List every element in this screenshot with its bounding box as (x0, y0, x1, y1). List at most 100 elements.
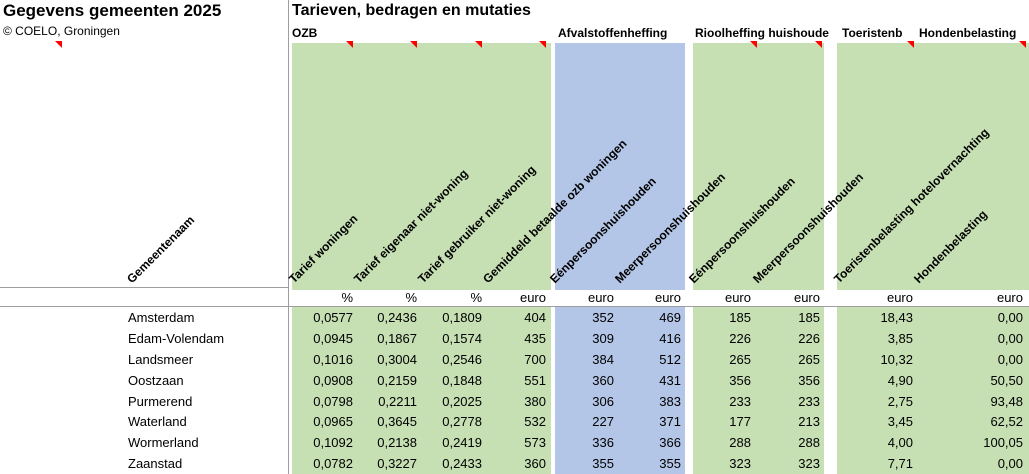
value-cell[interactable]: 177 (729, 414, 751, 430)
value-cell[interactable]: 0,2436 (377, 310, 417, 325)
value-cell[interactable]: 226 (729, 330, 751, 346)
value-cell[interactable]: 50,50 (990, 372, 1023, 388)
value-cell[interactable]: 323 (798, 456, 820, 472)
value-cell[interactable]: 0,2138 (377, 435, 417, 451)
value-cell[interactable]: 185 (729, 310, 751, 325)
value-cell[interactable]: 356 (729, 372, 751, 388)
value-cell[interactable]: 4,00 (887, 435, 913, 451)
value-cell[interactable]: 93,48 (990, 393, 1023, 409)
value-cell[interactable]: 227 (592, 414, 614, 430)
value-cell[interactable]: 0,2211 (378, 393, 417, 409)
value-cell[interactable]: 383 (659, 393, 681, 409)
value-cell[interactable]: 355 (592, 456, 614, 472)
value-cell[interactable]: 265 (729, 351, 751, 367)
value-cell[interactable]: 384 (592, 351, 614, 367)
value-cell[interactable]: 0,0945 (313, 330, 353, 346)
group-label-rioolheffing: Rioolheffing huishoude (695, 26, 829, 40)
value-cell[interactable]: 62,52 (990, 414, 1023, 430)
value-cell[interactable]: 0,1574 (442, 330, 482, 346)
value-cell[interactable]: 0,1809 (442, 310, 482, 325)
comment-indicator-icon (410, 41, 417, 48)
value-cell[interactable]: 356 (798, 372, 820, 388)
value-cell[interactable]: 0,3004 (377, 351, 417, 367)
municipality-name-cell[interactable]: Waterland (128, 414, 187, 430)
municipality-name-cell[interactable]: Oostzaan (128, 372, 184, 388)
comment-indicator-icon (907, 41, 914, 48)
value-cell[interactable]: 0,1016 (313, 351, 353, 367)
value-cell[interactable]: 265 (798, 351, 820, 367)
value-cell[interactable]: 3,85 (887, 330, 913, 346)
value-cell[interactable]: 0,0798 (313, 393, 353, 409)
value-cell[interactable]: 431 (659, 372, 681, 388)
value-cell[interactable]: 323 (729, 456, 751, 472)
municipality-name-cell[interactable]: Amsterdam (128, 310, 195, 325)
value-cell[interactable]: 360 (524, 456, 546, 472)
value-cell[interactable]: 288 (798, 435, 820, 451)
value-cell[interactable]: 0,00 (997, 456, 1023, 472)
afval-data-band (555, 307, 685, 474)
municipality-name-cell[interactable]: Landsmeer (128, 351, 194, 367)
value-cell[interactable]: 0,0577 (313, 310, 353, 325)
value-cell[interactable]: 3,45 (887, 414, 913, 430)
group-label-afvalstoffenheffing: Afvalstoffenheffing (558, 26, 668, 40)
value-cell[interactable]: 0,0782 (313, 456, 353, 472)
municipality-name-cell[interactable]: Edam-Volendam (128, 330, 225, 346)
value-cell[interactable]: 404 (524, 310, 546, 325)
value-cell[interactable]: 0,2159 (377, 372, 417, 388)
value-cell[interactable]: 380 (524, 393, 546, 409)
municipality-name-cell[interactable]: Wormerland (128, 435, 199, 451)
value-cell[interactable]: 0,2025 (442, 393, 482, 409)
value-cell[interactable]: 0,3227 (377, 456, 417, 472)
value-cell[interactable]: 226 (798, 330, 820, 346)
municipality-name-cell[interactable]: Purmerend (128, 393, 193, 409)
value-cell[interactable]: 18,43 (880, 310, 913, 325)
value-cell[interactable]: 0,2778 (442, 414, 482, 430)
value-cell[interactable]: 336 (592, 435, 614, 451)
value-cell[interactable]: 309 (592, 330, 614, 346)
value-cell[interactable]: 573 (524, 435, 546, 451)
value-cell[interactable]: 100,05 (983, 435, 1023, 451)
value-cell[interactable]: 0,3645 (377, 414, 417, 430)
group-label-hondenbelasting: Hondenbelasting (919, 26, 1017, 40)
value-cell[interactable]: 0,1092 (313, 435, 353, 451)
value-cell[interactable]: 366 (659, 435, 681, 451)
value-cell[interactable]: 0,1867 (377, 330, 417, 346)
value-cell[interactable]: 360 (592, 372, 614, 388)
value-cell[interactable]: 213 (798, 414, 820, 430)
value-cell[interactable]: 512 (659, 351, 681, 367)
value-cell[interactable]: 0,2546 (442, 351, 482, 367)
value-cell[interactable]: 352 (592, 310, 614, 325)
col-header-gemeentenaam[interactable]: Gemeentenaam (124, 212, 198, 286)
value-cell[interactable]: 233 (798, 393, 820, 409)
table-row: Amsterdam 0,0577 0,2436 0,1809 404 352 469 185 1… (0, 307, 1029, 328)
value-cell[interactable]: 185 (798, 310, 820, 325)
unit-cell: % (470, 290, 482, 305)
value-cell[interactable]: 0,00 (997, 351, 1023, 367)
value-cell[interactable]: 551 (524, 372, 546, 388)
units-row: % % % euro euro euro euro euro euro euro (0, 289, 1029, 306)
value-cell[interactable]: 0,00 (997, 330, 1023, 346)
value-cell[interactable]: 0,2433 (442, 456, 482, 472)
value-cell[interactable]: 0,1848 (442, 372, 482, 388)
value-cell[interactable]: 2,75 (887, 393, 913, 409)
value-cell[interactable]: 288 (729, 435, 751, 451)
value-cell[interactable]: 0,00 (997, 310, 1023, 325)
value-cell[interactable]: 0,2419 (442, 435, 482, 451)
unit-cell: % (405, 290, 417, 305)
value-cell[interactable]: 306 (592, 393, 614, 409)
value-cell[interactable]: 355 (659, 456, 681, 472)
value-cell[interactable]: 4,90 (887, 372, 913, 388)
value-cell[interactable]: 469 (659, 310, 681, 325)
value-cell[interactable]: 0,0965 (313, 414, 353, 430)
value-cell[interactable]: 233 (729, 393, 751, 409)
value-cell[interactable]: 0,0908 (313, 372, 353, 388)
value-cell[interactable]: 700 (524, 351, 546, 367)
value-cell[interactable]: 371 (659, 414, 681, 430)
table-row: Waterland 0,0965 0,3645 0,2778 532 227 371 177 2… (0, 411, 1029, 432)
value-cell[interactable]: 435 (524, 330, 546, 346)
value-cell[interactable]: 532 (524, 414, 546, 430)
municipality-name-cell[interactable]: Zaanstad (128, 456, 183, 472)
value-cell[interactable]: 416 (659, 330, 681, 346)
value-cell[interactable]: 10,32 (880, 351, 913, 367)
value-cell[interactable]: 7,71 (887, 456, 913, 472)
